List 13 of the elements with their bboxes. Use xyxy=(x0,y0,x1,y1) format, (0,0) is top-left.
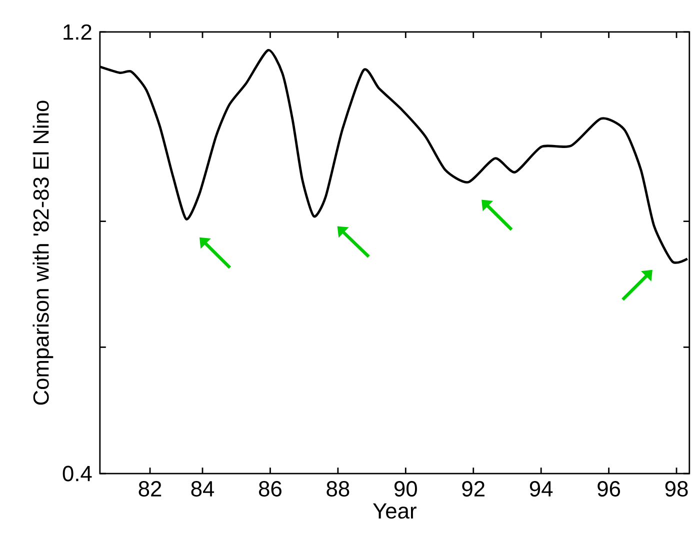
y-tick-label: 0.4 xyxy=(62,466,92,482)
x-tick-label: 94 xyxy=(530,481,553,497)
x-tick-label: 92 xyxy=(462,481,484,497)
x-tick-label: 90 xyxy=(394,481,417,497)
x-tick-label: 88 xyxy=(326,481,350,497)
x-axis-title: Year xyxy=(373,504,416,519)
x-tick-label: 96 xyxy=(598,481,620,497)
y-axis-title: Comparison with '82-83 El Nino xyxy=(32,100,54,405)
x-tick-label: 86 xyxy=(258,481,282,497)
x-tick-label: 84 xyxy=(191,481,214,497)
x-tick-label: 98 xyxy=(665,481,688,497)
y-tick-label: 1.2 xyxy=(64,24,92,40)
x-tick-label: 82 xyxy=(138,481,162,497)
